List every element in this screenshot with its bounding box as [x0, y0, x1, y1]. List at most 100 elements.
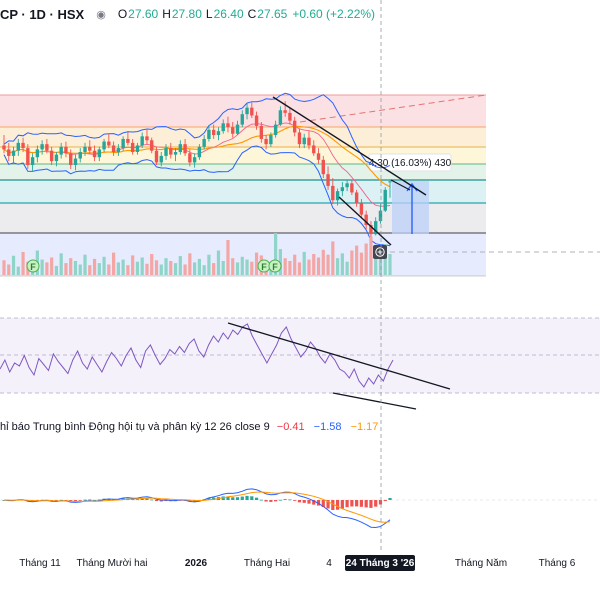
- measure-box[interactable]: [392, 181, 429, 234]
- volume-bar: [107, 264, 111, 275]
- volume-bar: [331, 241, 335, 275]
- candle-body: [283, 110, 287, 113]
- macd-histogram-bar: [212, 497, 216, 500]
- candle-body: [250, 107, 254, 116]
- rsi-trendline-lower[interactable]: [332, 392, 417, 410]
- x-axis[interactable]: Tháng 11 Tháng Mười hai 2026 Tháng Hai 4…: [19, 555, 576, 571]
- macd-histogram-bar: [188, 500, 192, 502]
- macd-histogram-bar: [164, 500, 168, 502]
- price-trendline-upper[interactable]: [272, 96, 427, 196]
- candle-body: [130, 142, 135, 152]
- candle-body: [211, 129, 216, 136]
- macd-histogram-value: −0.41: [276, 421, 305, 433]
- add-button[interactable]: [373, 245, 387, 259]
- candle-body: [107, 141, 111, 146]
- volume-bar: [54, 265, 59, 275]
- event-marker[interactable]: F: [268, 259, 282, 273]
- macd-histogram-bar: [383, 500, 387, 502]
- macd-histogram-bar: [235, 497, 240, 500]
- eye-icon[interactable]: ◉: [96, 8, 106, 21]
- candle-body: [340, 187, 345, 192]
- volume-bar: [359, 252, 364, 275]
- price-trendline-short[interactable]: [390, 179, 411, 191]
- candle-body: [197, 146, 202, 158]
- price-trendline-lower[interactable]: [338, 196, 392, 246]
- volume-bar: [202, 265, 206, 275]
- macd-histogram-bar: [254, 497, 259, 500]
- macd-histogram-bar: [221, 496, 225, 500]
- candle-body: [307, 137, 311, 146]
- zone-teal: [0, 180, 486, 203]
- high-value: 27.80: [171, 7, 202, 21]
- macd-pane[interactable]: [0, 488, 600, 529]
- rsi-pane[interactable]: [0, 317, 600, 410]
- macd-histogram-bar: [355, 500, 359, 507]
- candle-body: [126, 138, 130, 143]
- rsi-path: [0, 323, 394, 388]
- low-label: L: [205, 7, 213, 21]
- volume-bar: [316, 257, 321, 275]
- candle-body: [278, 110, 283, 125]
- macd-histogram-bar: [307, 500, 311, 504]
- macd-histogram: [2, 495, 392, 511]
- macd-legend[interactable]: hỉ báo Trung bình Động hội tụ và phân kỳ…: [0, 421, 378, 433]
- candle-body: [369, 225, 373, 235]
- volume-bar: [288, 261, 292, 275]
- volume-bar: [364, 243, 368, 275]
- volume-bar: [11, 255, 16, 275]
- macd-histogram-bar: [78, 500, 82, 501]
- bollinger-bands: [3, 92, 391, 247]
- volume-bar: [321, 249, 325, 275]
- candle-body: [273, 124, 278, 136]
- svg-text:F: F: [30, 262, 36, 272]
- candle-body: [173, 152, 178, 155]
- volume-bar: [231, 258, 235, 275]
- volume-bar: [197, 258, 201, 275]
- event-marker[interactable]: F: [26, 259, 40, 273]
- macd-signal-line: [3, 491, 391, 523]
- candle-body: [302, 137, 306, 145]
- candle-body: [116, 148, 121, 152]
- price-pane[interactable]: 4.30 (16.03%) 430 F F F: [0, 92, 600, 277]
- candle-body: [26, 148, 30, 166]
- rsi-line: [0, 323, 394, 388]
- candle-body: [259, 125, 264, 139]
- macd-histogram-bar: [274, 500, 278, 502]
- symbol-title[interactable]: TCP · 1D · HSX: [0, 6, 85, 22]
- volume-bar: [312, 254, 316, 275]
- candle-body: [383, 189, 387, 211]
- candle-body: [35, 149, 40, 158]
- candle-body: [49, 150, 54, 162]
- macd-histogram-bar: [226, 496, 230, 500]
- macd-histogram-bar: [378, 500, 383, 505]
- close-value: 27.65: [257, 7, 288, 21]
- candle-body: [7, 149, 11, 156]
- candle-body: [121, 138, 125, 149]
- macd-histogram-bar: [245, 495, 249, 500]
- volume-bar: [355, 245, 359, 275]
- candle-body: [297, 132, 302, 145]
- macd-histogram-bar: [331, 500, 335, 511]
- candle-body: [321, 159, 325, 175]
- volume-bar: [340, 253, 344, 275]
- candle-body: [11, 150, 16, 156]
- rsi-trendline-upper[interactable]: [227, 322, 451, 390]
- volume-bar: [164, 258, 168, 275]
- symbol-legend[interactable]: TCP · 1D · HSX ◉ O 27.60 H 27.80 L 26.40…: [0, 5, 375, 23]
- candle-body: [192, 157, 197, 163]
- macd-signal-value: −1.17: [350, 421, 379, 433]
- volume-bar: [388, 254, 392, 275]
- volume-bar: [16, 266, 20, 275]
- x-tick-label: Tháng Hai: [244, 558, 290, 569]
- volume-bar: [374, 248, 378, 275]
- candle-body: [154, 150, 159, 163]
- event-marker[interactable]: F: [257, 259, 271, 273]
- volume-bar: [126, 265, 130, 275]
- volume-bar: [245, 259, 249, 275]
- plus-circle-icon: [375, 247, 385, 257]
- candle-body: [45, 144, 49, 151]
- volume-bar: [235, 262, 240, 275]
- volume-bar: [188, 253, 192, 275]
- candle-body: [292, 120, 297, 133]
